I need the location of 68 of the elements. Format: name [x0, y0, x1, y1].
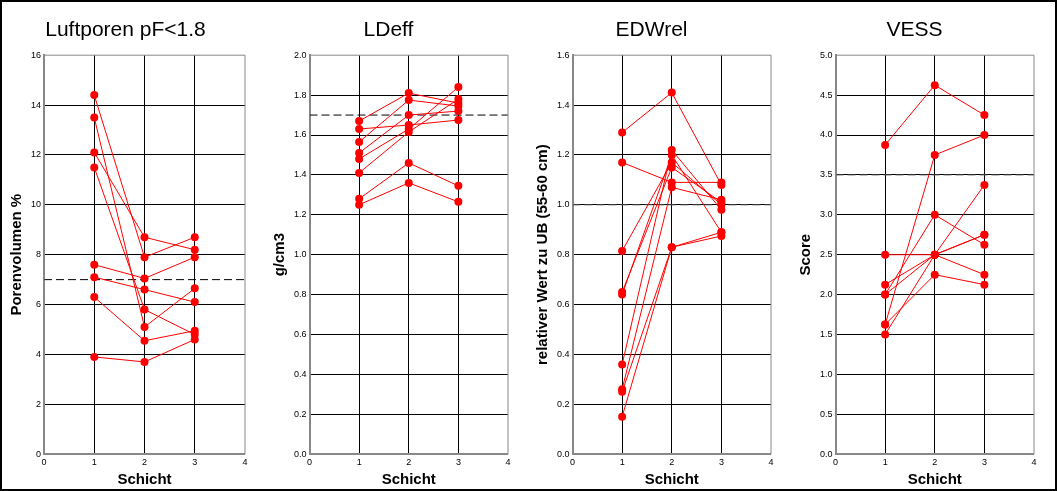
y-axis-title: Score [796, 233, 814, 276]
y-tick-label: 1.6 [557, 49, 570, 60]
y-tick-label: 2.0 [820, 289, 833, 300]
y-tick-label: 4 [36, 348, 42, 359]
y-tick-label: 2.5 [820, 249, 833, 260]
x-tick-label: 1 [882, 457, 888, 468]
chart-title: VESS [886, 17, 943, 41]
y-axis-title: Porenvolumen % [7, 193, 25, 316]
y-tick-label: 1.6 [294, 129, 307, 140]
y-tick-label: 16 [31, 49, 42, 60]
y-tick-label: 6 [36, 299, 42, 310]
y-tick-label: 1.5 [820, 328, 833, 339]
x-tick-label: 3 [718, 457, 724, 468]
x-tick-label: 2 [669, 457, 675, 468]
y-tick-label: 1.0 [294, 249, 307, 260]
y-tick-label: 1.4 [557, 99, 570, 110]
y-tick-label: 0 [36, 448, 42, 459]
y-tick-label: 0.6 [557, 299, 570, 310]
y-tick-label: 0.4 [294, 368, 307, 379]
y-tick-label: 0.5 [820, 408, 833, 419]
y-tick-label: 5.0 [820, 49, 833, 60]
x-tick-label: 2 [932, 457, 938, 468]
y-tick-label: 0.2 [557, 398, 570, 409]
x-tick-label: 4 [1031, 457, 1037, 468]
y-tick-label: 8 [36, 249, 42, 260]
y-tick-label: 0.4 [557, 348, 570, 359]
y-tick-label: 1.2 [557, 149, 570, 160]
y-tick-label: 0.6 [294, 328, 307, 339]
y-tick-label: 10 [31, 199, 42, 210]
y-tick-label: 0.0 [557, 448, 570, 459]
y-tick-label: 1.2 [294, 209, 307, 220]
y-tick-label: 0.8 [294, 289, 307, 300]
x-tick-label: 2 [142, 457, 148, 468]
x-tick-label: 1 [356, 457, 362, 468]
y-tick-label: 3.0 [820, 209, 833, 220]
chart-title: Luftporen pF<1.8 [45, 17, 206, 41]
y-tick-label: 1.8 [294, 89, 307, 100]
y-tick-label: 2 [36, 398, 42, 409]
x-tick-label: 3 [455, 457, 461, 468]
y-tick-label: 14 [31, 99, 42, 110]
chart-title: EDWrel [615, 17, 688, 41]
y-tick-label: 1.0 [820, 368, 833, 379]
y-tick-label: 0.0 [820, 448, 833, 459]
x-tick-label: 1 [91, 457, 97, 468]
y-tick-label: 4.0 [820, 129, 833, 140]
x-axis-title: Schicht [117, 470, 172, 488]
y-tick-label: 2.0 [294, 49, 307, 60]
y-tick-label: 3.5 [820, 169, 833, 180]
y-tick-label: 0.0 [294, 448, 307, 459]
x-tick-label: 4 [768, 457, 774, 468]
y-tick-label: 12 [31, 149, 42, 160]
y-tick-label: 4.5 [820, 89, 833, 100]
y-axis-title: relativer Wert zu UB (55-60 cm) [533, 144, 551, 366]
y-tick-label: 1.4 [294, 169, 307, 180]
x-tick-label: 4 [242, 457, 248, 468]
x-axis-title: Schicht [907, 470, 962, 488]
x-tick-label: 1 [619, 457, 625, 468]
y-tick-label: 0.2 [294, 408, 307, 419]
y-tick-label: 0.8 [557, 249, 570, 260]
x-tick-label: 3 [192, 457, 198, 468]
x-axis-title: Schicht [644, 470, 699, 488]
x-axis-title: Schicht [381, 470, 436, 488]
x-tick-label: 3 [981, 457, 987, 468]
x-tick-label: 2 [406, 457, 412, 468]
y-tick-label: 1.0 [557, 199, 570, 210]
y-axis-title: g/cm3 [270, 233, 288, 277]
x-tick-label: 4 [505, 457, 511, 468]
chart-title: LDeff [363, 17, 414, 41]
